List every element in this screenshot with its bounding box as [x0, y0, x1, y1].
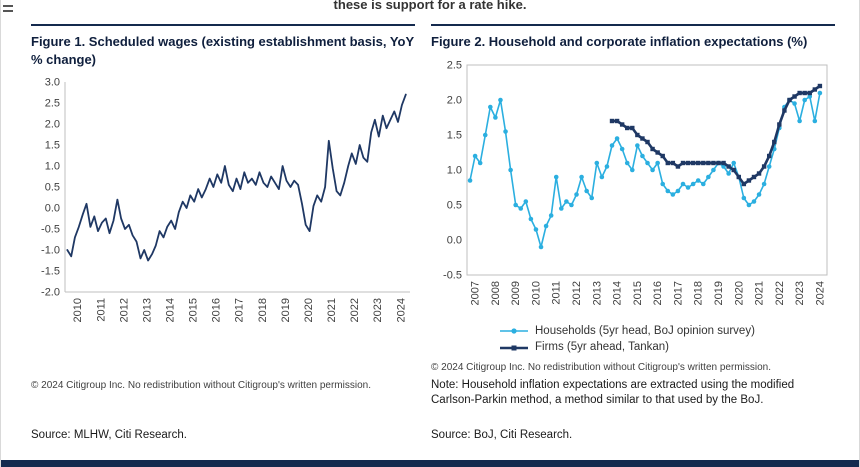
svg-text:2012: 2012: [571, 281, 583, 305]
svg-text:0.5: 0.5: [447, 199, 462, 211]
svg-text:1.0: 1.0: [45, 161, 60, 173]
svg-text:2014: 2014: [165, 298, 177, 322]
figure1-column: Figure 1. Scheduled wages (existing esta…: [31, 24, 415, 457]
svg-text:2.0: 2.0: [45, 119, 60, 131]
svg-text:2013: 2013: [141, 298, 153, 322]
svg-text:2020: 2020: [733, 281, 745, 305]
legend-item-firms: Firms (5yr ahead, Tankan): [499, 339, 835, 356]
svg-text:2.0: 2.0: [447, 94, 462, 106]
svg-text:-1.0: -1.0: [41, 245, 60, 257]
svg-text:2007: 2007: [470, 281, 482, 305]
figure1-copyright: © 2024 Citigroup Inc. No redistribution …: [31, 380, 371, 392]
svg-text:1.5: 1.5: [447, 129, 462, 141]
svg-text:2.5: 2.5: [447, 59, 462, 71]
figure1-title: Figure 1. Scheduled wages (existing esta…: [31, 34, 414, 67]
svg-text:2022: 2022: [774, 281, 786, 305]
svg-text:2024: 2024: [395, 298, 407, 322]
svg-text:2019: 2019: [713, 281, 725, 305]
svg-text:2023: 2023: [794, 281, 806, 305]
figure2-source: Source: BoJ, Citi Research.: [431, 429, 573, 441]
crop-artifact: [3, 5, 13, 12]
svg-text:2018: 2018: [693, 281, 705, 305]
svg-text:2011: 2011: [95, 298, 107, 322]
svg-text:-1.5: -1.5: [41, 266, 60, 278]
legend-item-households: Households (5yr head, BoJ opinion survey…: [499, 323, 835, 340]
svg-text:3.0: 3.0: [45, 77, 60, 89]
figure1-source: Source: MLHW, Citi Research.: [31, 429, 187, 441]
svg-text:2013: 2013: [591, 281, 603, 305]
svg-text:-0.5: -0.5: [443, 269, 462, 281]
body-text-fragment: these is support for a rate hike.: [333, 0, 527, 12]
figure2-column: Figure 2. Household and corporate inflat…: [431, 24, 835, 457]
svg-text:2010: 2010: [72, 298, 84, 322]
svg-text:2024: 2024: [814, 281, 826, 305]
figure2-chart: -0.5 0.0 0.5 1.0 1.5 2.0 2.5 2007 2008 2009 2010 20…: [443, 59, 828, 305]
svg-text:0.0: 0.0: [45, 203, 60, 215]
svg-text:2015: 2015: [188, 298, 200, 322]
svg-text:2022: 2022: [349, 298, 361, 322]
svg-text:2023: 2023: [372, 298, 384, 322]
svg-text:2018: 2018: [257, 298, 269, 322]
figure2-note: Note: Household inflation expectations a…: [431, 378, 795, 407]
svg-text:1.0: 1.0: [447, 164, 462, 176]
figure2-title: Figure 2. Household and corporate inflat…: [431, 34, 808, 49]
figure2-copyright: © 2024 Citigroup Inc. No redistribution …: [431, 361, 771, 373]
svg-text:2009: 2009: [510, 281, 522, 305]
legend-label-households: Households (5yr head, BoJ opinion survey…: [535, 324, 755, 337]
svg-text:2014: 2014: [612, 281, 624, 305]
figure2-top-rule: [431, 24, 835, 26]
legend-label-firms: Firms (5yr ahead, Tankan): [535, 341, 670, 354]
svg-text:2021: 2021: [754, 281, 766, 305]
svg-text:2019: 2019: [280, 298, 292, 322]
svg-text:2011: 2011: [551, 281, 563, 305]
firms-line-swatch: [500, 345, 528, 351]
svg-text:1.5: 1.5: [45, 140, 60, 152]
figure2-legend: Households (5yr head, BoJ opinion survey…: [499, 323, 835, 356]
svg-text:0.5: 0.5: [45, 182, 60, 194]
figure1-chart: -2.0 -1.5 -1.0 -0.5 0.0 0.5 1.0 1.5 2.0 2.5 3.0 201…: [41, 77, 410, 323]
figure1-top-rule: [31, 24, 415, 26]
households-line-swatch: [500, 328, 528, 334]
svg-text:2010: 2010: [530, 281, 542, 305]
bottom-rule: [1, 460, 859, 467]
svg-text:2016: 2016: [211, 298, 223, 322]
svg-text:2017: 2017: [234, 298, 246, 322]
svg-text:2008: 2008: [490, 281, 502, 305]
svg-text:2017: 2017: [672, 281, 684, 305]
svg-text:2.5: 2.5: [45, 98, 60, 110]
svg-text:0.0: 0.0: [447, 234, 462, 246]
svg-text:2020: 2020: [303, 298, 315, 322]
svg-text:2021: 2021: [326, 298, 338, 322]
svg-text:2015: 2015: [632, 281, 644, 305]
svg-text:2012: 2012: [118, 298, 130, 322]
svg-text:2016: 2016: [652, 281, 664, 305]
svg-text:-2.0: -2.0: [41, 287, 60, 299]
svg-text:-0.5: -0.5: [41, 224, 60, 236]
